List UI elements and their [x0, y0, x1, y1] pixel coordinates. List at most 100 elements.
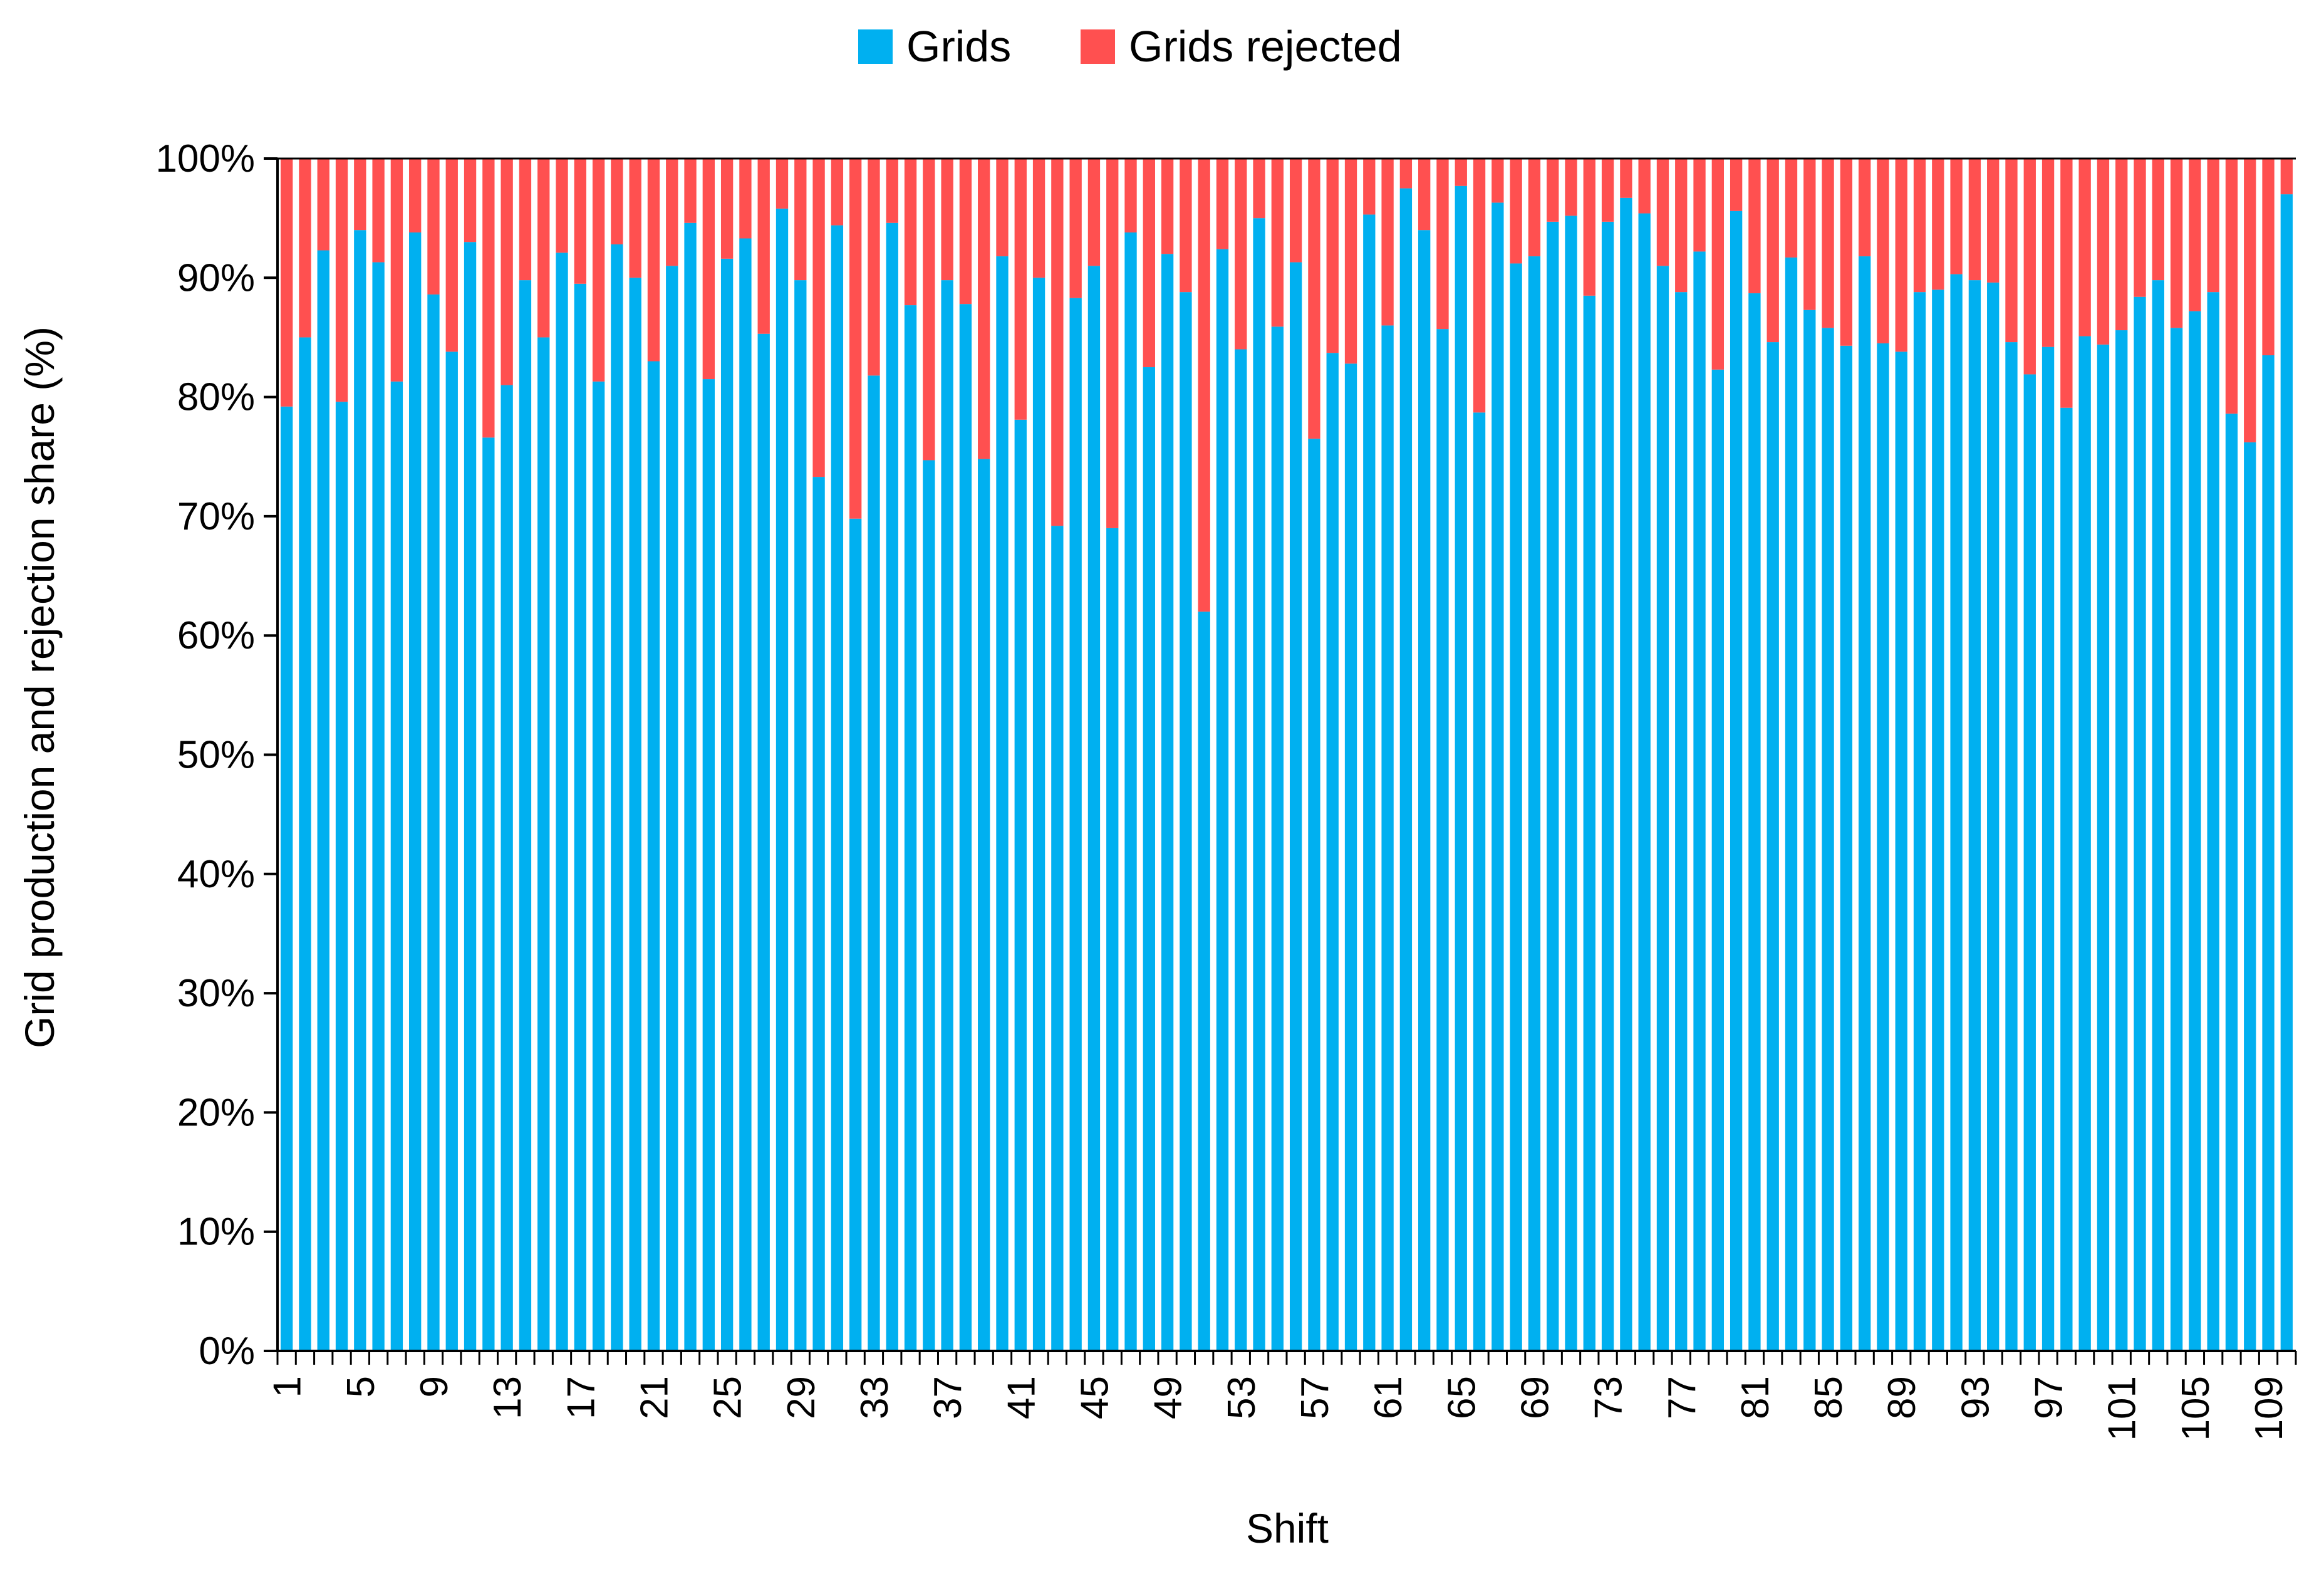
bar-grids-rejected	[1106, 159, 1119, 528]
x-tick-label: 105	[2174, 1376, 2218, 1441]
legend-label: Grids	[906, 22, 1011, 71]
bar-grids	[427, 294, 440, 1351]
bar-grids-rejected	[2152, 159, 2164, 281]
bar-grids	[299, 337, 311, 1352]
bar-grids-rejected	[1656, 159, 1669, 266]
bar-grids	[1180, 292, 1192, 1351]
bar-grids	[2262, 355, 2275, 1351]
bar-grids	[1748, 293, 1761, 1351]
bar-grids-rejected	[2005, 159, 2018, 343]
y-tick-label: 30%	[177, 972, 255, 1015]
bar-grids-rejected	[1363, 159, 1376, 215]
bar-grids	[317, 250, 329, 1351]
bar-grids-rejected	[1143, 159, 1155, 368]
bar-grids-rejected	[1473, 159, 1486, 413]
x-tick-label: 65	[1440, 1376, 1483, 1419]
bar-grids-rejected	[1547, 159, 1559, 222]
bar-grids-rejected	[501, 159, 513, 385]
bar-grids-rejected	[372, 159, 385, 263]
y-tick-label: 0%	[199, 1330, 255, 1373]
x-tick-label: 29	[780, 1376, 823, 1419]
bar-grids-rejected	[666, 159, 678, 266]
bar-grids-rejected	[1198, 159, 1210, 612]
bar-grids-rejected	[757, 159, 770, 334]
bar-grids-rejected	[904, 159, 917, 306]
bars-group	[280, 159, 2293, 1352]
bar-grids	[1547, 221, 1559, 1351]
x-tick-label: 17	[559, 1376, 603, 1419]
bar-grids	[629, 278, 641, 1351]
bar-grids-rejected	[335, 159, 348, 402]
bar-grids	[666, 266, 678, 1351]
bar-grids-rejected	[1803, 159, 1816, 310]
bar-grids	[1638, 213, 1651, 1352]
bar-grids-rejected	[702, 159, 715, 380]
bar-grids-rejected	[2115, 159, 2128, 331]
x-tick-label: 69	[1513, 1376, 1557, 1419]
bar-grids	[1987, 282, 2000, 1351]
bar-grids-rejected	[2244, 159, 2256, 442]
bar-grids	[1198, 612, 1210, 1351]
bar-grids-rejected	[1932, 159, 1944, 290]
x-tick-label: 45	[1073, 1376, 1116, 1419]
x-tick-label: 41	[1000, 1376, 1043, 1419]
bar-grids-rejected	[1216, 159, 1229, 249]
bar-grids	[684, 222, 697, 1352]
bar-grids	[482, 437, 495, 1351]
bar-grids	[2078, 336, 2091, 1351]
bar-grids-rejected	[1583, 159, 1595, 296]
bar-grids-rejected	[2060, 159, 2073, 408]
x-tick-label: 49	[1147, 1376, 1190, 1419]
bar-grids	[1344, 363, 1357, 1352]
x-tick-label: 101	[2101, 1376, 2144, 1441]
bar-grids	[904, 305, 917, 1352]
bar-grids	[1675, 292, 1688, 1351]
bar-grids	[1106, 528, 1119, 1352]
bar-grids	[537, 337, 550, 1352]
bar-grids-rejected	[959, 159, 972, 305]
bar-grids-rejected	[1601, 159, 1614, 222]
bar-grids-rejected	[1950, 159, 1963, 274]
bar-grids-rejected	[1877, 159, 1889, 343]
y-axis: 0% 10% 20% 30% 40% 50% 60% 70% 80% 90% 100%	[155, 137, 2296, 1373]
x-tick-label: 9	[413, 1376, 456, 1397]
bar-grids	[464, 242, 477, 1352]
bar-grids	[720, 258, 734, 1351]
x-tick-label: 5	[340, 1376, 383, 1397]
bar-grids-rejected	[592, 159, 605, 382]
bar-grids	[390, 381, 403, 1351]
bar-grids-rejected	[849, 159, 862, 519]
bar-grids	[794, 280, 807, 1352]
bar-grids-rejected	[1675, 159, 1688, 293]
bar-grids-rejected	[1436, 159, 1449, 330]
bar-grids-rejected	[629, 159, 641, 278]
bar-grids	[445, 352, 458, 1351]
bar-grids-rejected	[1289, 159, 1302, 263]
x-tick-label: 57	[1294, 1376, 1337, 1419]
bar-grids	[1253, 218, 1265, 1351]
bar-grids-rejected	[1124, 159, 1137, 232]
bar-grids-rejected	[1326, 159, 1339, 353]
bar-grids	[1950, 274, 1963, 1351]
bar-grids	[1620, 197, 1632, 1351]
bar-grids-rejected	[647, 159, 660, 362]
bar-grids-rejected	[2078, 159, 2091, 336]
y-axis-title: Grid production and rejection share (%)	[16, 326, 63, 1048]
bar-grids	[1271, 326, 1284, 1351]
y-tick-label: 60%	[177, 614, 255, 657]
y-tick-label: 90%	[177, 256, 255, 300]
bar-grids	[1510, 263, 1522, 1351]
x-tick-label: 61	[1367, 1376, 1410, 1419]
bar-grids	[2207, 292, 2219, 1351]
bar-grids-rejected	[1693, 159, 1706, 252]
bar-grids	[941, 280, 953, 1352]
bar-grids	[978, 459, 990, 1351]
bar-grids-rejected	[2134, 159, 2146, 297]
bar-grids	[702, 379, 715, 1352]
bar-grids-rejected	[1032, 159, 1045, 278]
bar-grids	[1491, 202, 1504, 1351]
x-tick-label: 89	[1880, 1376, 1924, 1419]
bar-grids	[1455, 185, 1467, 1351]
bar-grids	[1803, 310, 1816, 1351]
bar-grids	[1143, 367, 1155, 1351]
